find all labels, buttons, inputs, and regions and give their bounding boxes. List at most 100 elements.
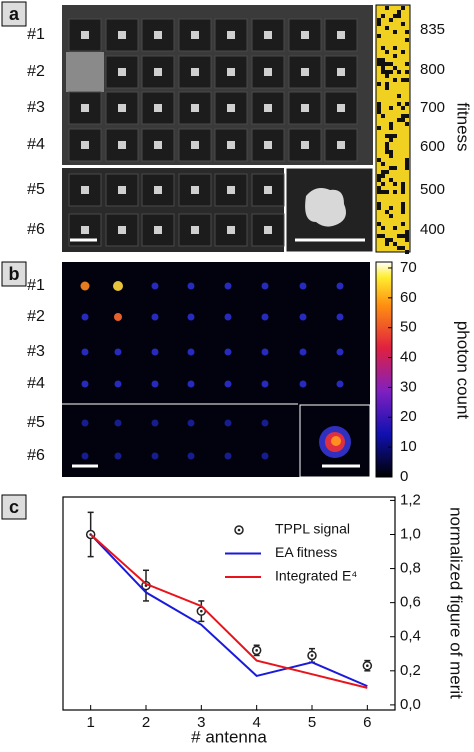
antenna	[227, 68, 235, 76]
antenna-cell	[105, 55, 139, 89]
antenna	[337, 68, 345, 76]
genome-bit	[397, 234, 401, 238]
data-point-dot	[200, 609, 203, 613]
axis-label: fitness	[454, 102, 473, 151]
tppl-spot	[151, 452, 159, 460]
genome-bit	[377, 202, 381, 206]
tppl-spot	[261, 282, 269, 290]
antenna	[227, 226, 235, 234]
colorbar-tick-label: 40	[400, 349, 417, 366]
antenna	[118, 226, 126, 234]
genome-bit	[381, 174, 385, 178]
genome-bit	[393, 66, 397, 70]
panel-c: c # antenna normalized figure of merit 1…	[1, 491, 466, 746]
fitness-tick-label: 600	[420, 138, 445, 155]
genome-bit	[401, 202, 405, 206]
genome-bit	[401, 234, 405, 238]
antenna	[118, 68, 126, 76]
genome-bit	[389, 134, 393, 138]
legend-label: TPPL signal	[275, 521, 350, 537]
tppl-spot	[81, 348, 89, 356]
antenna-cell	[141, 128, 175, 162]
y-tick-label: 0,6	[400, 594, 421, 611]
genome-bit	[385, 62, 389, 66]
antenna	[301, 104, 309, 112]
genome-bit	[405, 38, 409, 42]
tppl-spot	[187, 452, 195, 460]
genome-bit	[385, 150, 389, 154]
genome-bit	[377, 206, 381, 210]
antenna-cell	[105, 173, 139, 207]
genome-bit	[377, 110, 381, 114]
antenna	[337, 141, 345, 149]
genome-bit	[401, 78, 405, 82]
genome-bit	[393, 14, 397, 18]
genome-bit	[377, 186, 381, 190]
genome-bit	[393, 78, 397, 82]
tppl-spot	[81, 452, 89, 460]
genome-bit	[381, 62, 385, 66]
antenna	[191, 226, 199, 234]
tppl-spot	[224, 282, 232, 290]
genome-bit	[377, 126, 381, 130]
genome-bit	[397, 94, 401, 98]
genome-bit	[397, 246, 401, 250]
x-axis-label: # antenna	[191, 727, 267, 746]
antenna	[154, 31, 162, 39]
tppl-spot	[151, 419, 159, 427]
tppl-spot	[81, 419, 89, 427]
antenna-cell	[68, 91, 102, 125]
data-point-dot	[255, 649, 258, 652]
antenna	[227, 31, 235, 39]
colorbar	[375, 261, 393, 478]
tppl-spot	[114, 313, 122, 321]
series-line	[89, 533, 368, 688]
antenna	[191, 104, 199, 112]
y-tick-label: 0,0	[400, 696, 421, 713]
fitness-tick-label: 800	[420, 61, 445, 78]
genome-bit	[405, 166, 409, 170]
genome-bit	[377, 22, 381, 26]
genome-bit	[377, 18, 381, 22]
genome-bit	[389, 206, 393, 210]
genome-bit	[393, 30, 397, 34]
antenna	[81, 104, 89, 112]
x-tick-label: 1	[86, 714, 94, 731]
row-label: #3	[27, 343, 45, 360]
fitness-tick-label: 400	[420, 221, 445, 238]
colorbar-tick-label: 20	[400, 408, 417, 425]
antenna	[264, 104, 272, 112]
row-label: #6	[27, 447, 45, 464]
tppl-spot	[114, 380, 122, 388]
genome-bit	[385, 142, 389, 146]
genome-bit	[385, 146, 389, 150]
genome-bit	[381, 182, 385, 186]
genome-bit	[381, 114, 385, 118]
series-line	[90, 533, 368, 689]
genome-bit	[405, 114, 409, 118]
genome-bit	[401, 206, 405, 210]
axis-label: photon count	[454, 321, 473, 420]
antenna	[118, 104, 126, 112]
fitness-tick-label: 500	[420, 181, 445, 198]
genome-bit	[381, 226, 385, 230]
antenna	[301, 141, 309, 149]
panel-label: a	[9, 4, 20, 24]
panel-label: b	[9, 264, 20, 284]
genome-bit	[377, 178, 381, 182]
genome-bit	[389, 150, 393, 154]
antenna	[301, 31, 309, 39]
genome-bit	[393, 166, 397, 170]
tppl-spot	[151, 348, 159, 356]
genome-bit	[377, 34, 381, 38]
genome-bit	[381, 58, 385, 62]
panel-a: a fitness #1 #2 #3 #4 #5 #6 835 800 700 600 500 400	[1, 1, 473, 254]
tppl-spot	[187, 419, 195, 427]
tppl-spot	[80, 281, 90, 291]
genome-bit	[377, 106, 381, 110]
tppl-spot	[261, 419, 269, 427]
genome-bit	[381, 70, 385, 74]
antenna	[118, 31, 126, 39]
genome-bit	[401, 246, 405, 250]
genome-bit	[393, 54, 397, 58]
